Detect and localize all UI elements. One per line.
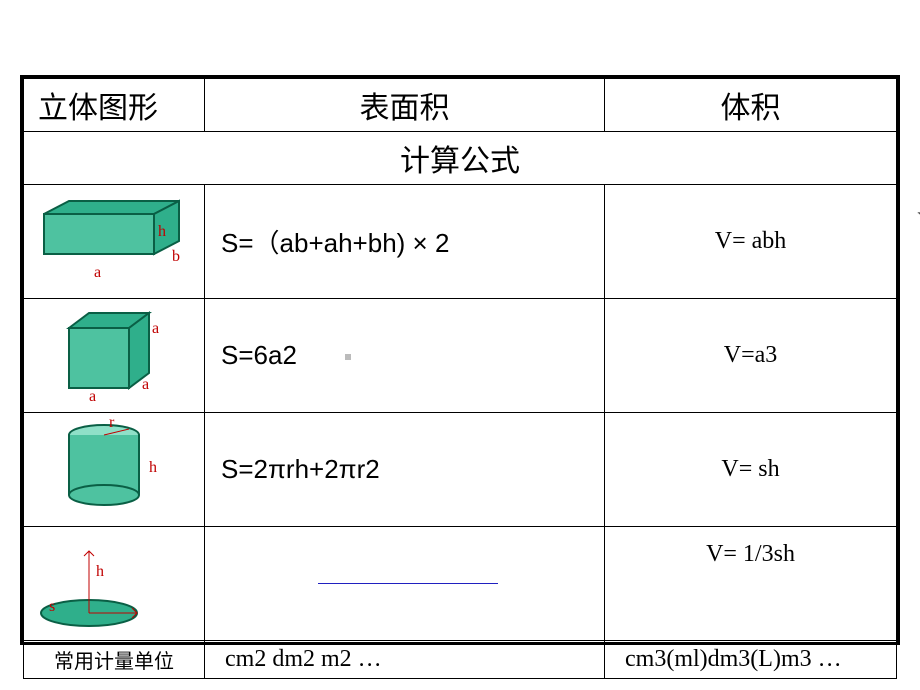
cone-icon: h s <box>34 531 194 631</box>
shape-cuboid: a b h <box>24 185 205 299</box>
cylinder-label-r: r <box>109 417 115 431</box>
cylinder-volume-formula: V= sh <box>605 413 897 527</box>
cuboid-surface-formula: S=（ab+ah+bh) × 2 <box>205 185 605 299</box>
cylinder-label-h: h <box>149 459 157 476</box>
cube-label-a2: a <box>142 376 149 393</box>
decorative-dot <box>345 354 351 360</box>
header-shape: 立体图形 <box>24 79 205 132</box>
blank-line <box>318 583 498 584</box>
cone-label-h: h <box>96 563 104 580</box>
cube-icon: a a a <box>34 303 194 403</box>
units-label: 常用计量单位 <box>24 641 205 679</box>
header-surface: 表面积 <box>205 79 605 132</box>
cone-surface-formula <box>205 527 605 641</box>
cuboid-label-a: a <box>94 264 101 281</box>
header-volume: 体积 <box>605 79 897 132</box>
formula-table-frame: 立体图形 表面积 体积 计算公式 a b h S=（ab+ah+bh) × 2 … <box>20 75 900 645</box>
cube-surface-formula: S=6a2 <box>205 299 605 413</box>
cube-label-a1: a <box>89 388 96 403</box>
cylinder-surface-formula: S=2πrh+2πr2 <box>205 413 605 527</box>
shape-cube: a a a <box>24 299 205 413</box>
cuboid-label-h: h <box>158 223 166 240</box>
cone-label-s: s <box>49 598 55 615</box>
shape-cone: h s <box>24 527 205 641</box>
cuboid-volume-formula: V= abh V = sh <box>605 185 897 299</box>
cuboid-label-b: b <box>172 248 180 265</box>
formula-header: 计算公式 <box>24 132 897 185</box>
cube-volume-formula: V=a3 <box>605 299 897 413</box>
cylinder-icon: r h <box>34 417 194 517</box>
cuboid-icon: a b h <box>34 189 194 289</box>
units-volume: cm3(ml)dm3(L)m3 … <box>605 641 897 679</box>
units-surface: cm2 dm2 m2 … <box>205 641 605 679</box>
cube-label-a3: a <box>152 320 159 337</box>
shape-cylinder: r h <box>24 413 205 527</box>
cuboid-volume-text: V= abh <box>715 228 787 254</box>
formula-table: 立体图形 表面积 体积 计算公式 a b h S=（ab+ah+bh) × 2 … <box>23 78 897 679</box>
cone-volume-formula: V= 1/3sh <box>605 527 897 641</box>
